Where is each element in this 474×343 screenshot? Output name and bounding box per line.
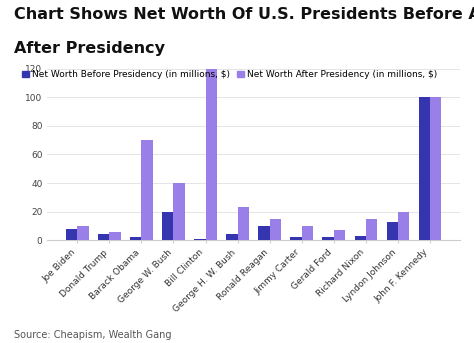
Bar: [206, 69, 217, 240]
Bar: [291, 237, 301, 240]
Bar: [162, 212, 173, 240]
Bar: [66, 229, 77, 240]
Bar: [130, 237, 141, 240]
Bar: [322, 237, 334, 240]
Bar: [355, 236, 366, 240]
Bar: [258, 226, 270, 240]
Bar: [301, 226, 313, 240]
Bar: [398, 212, 409, 240]
Bar: [270, 219, 281, 240]
Bar: [227, 234, 237, 240]
Bar: [194, 239, 206, 240]
Bar: [430, 97, 441, 240]
Bar: [109, 232, 120, 240]
Bar: [334, 230, 345, 240]
Bar: [237, 207, 249, 240]
Bar: [77, 226, 89, 240]
Bar: [173, 183, 185, 240]
Bar: [141, 140, 153, 240]
Text: Chart Shows Net Worth Of U.S. Presidents Before And: Chart Shows Net Worth Of U.S. Presidents…: [14, 7, 474, 22]
Bar: [387, 222, 398, 240]
Text: Source: Cheapism, Wealth Gang: Source: Cheapism, Wealth Gang: [14, 330, 172, 340]
Bar: [419, 97, 430, 240]
Bar: [98, 234, 109, 240]
Legend: Net Worth Before Presidency (in millions, $), Net Worth After Presidency (in mil: Net Worth Before Presidency (in millions…: [19, 66, 441, 82]
Text: After Presidency: After Presidency: [14, 41, 165, 56]
Bar: [366, 219, 377, 240]
